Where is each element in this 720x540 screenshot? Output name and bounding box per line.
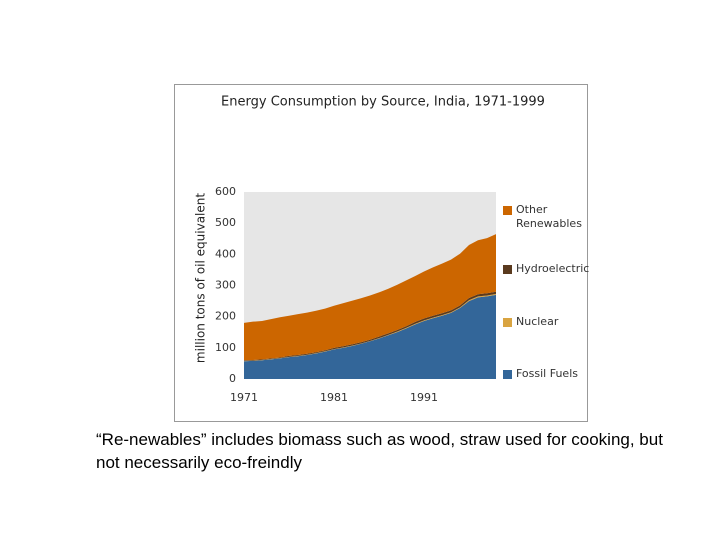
y-tick-label: 300 <box>215 279 236 292</box>
y-tick-label: 200 <box>215 310 236 323</box>
y-tick-label: 100 <box>215 341 236 354</box>
legend-swatch <box>503 370 512 379</box>
chart-title: Energy Consumption by Source, India, 197… <box>221 95 545 110</box>
x-tick-label: 1981 <box>320 391 348 404</box>
area <box>244 291 496 361</box>
legend-swatch <box>503 265 512 274</box>
chart-frame <box>174 84 588 422</box>
legend-swatch <box>503 206 512 215</box>
legend-label: Nuclear <box>516 315 559 328</box>
y-axis-label: million tons of oil equivalent <box>194 193 208 363</box>
area <box>244 294 496 379</box>
y-tick-label: 500 <box>215 216 236 229</box>
legend-label: Hydroelectric <box>516 262 590 275</box>
legend-label: Other Renewables <box>516 203 582 230</box>
legend-swatch <box>503 318 512 327</box>
y-tick-label: 600 <box>215 185 236 198</box>
legend-label: Fossil Fuels <box>516 367 578 380</box>
x-tick-label: 1971 <box>230 391 258 404</box>
y-tick-label: 400 <box>215 247 236 260</box>
area <box>244 234 496 361</box>
x-tick-label: 1991 <box>410 391 438 404</box>
y-tick-label: 0 <box>229 372 236 385</box>
caption: “Re-newables” includes biomass such as w… <box>96 430 663 472</box>
